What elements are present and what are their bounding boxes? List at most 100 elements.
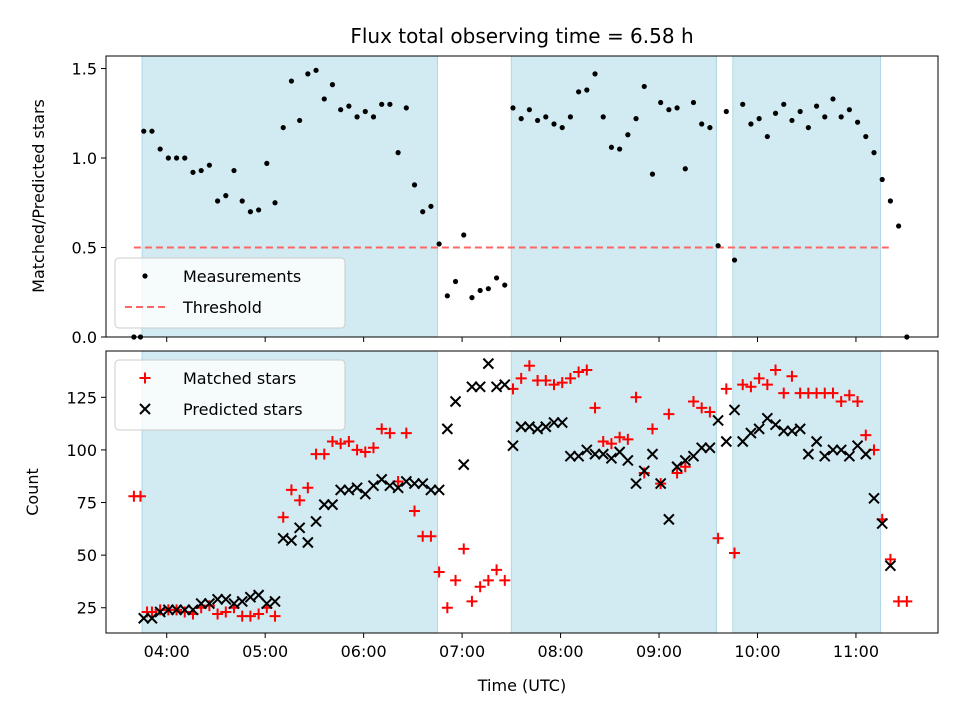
- matched-star-point: [367, 442, 379, 454]
- measurement-point: [264, 160, 270, 166]
- matched-star-point: [482, 574, 494, 586]
- measurement-point: [190, 169, 196, 175]
- matched-star-point: [597, 435, 609, 447]
- predicted-star-point: [384, 479, 396, 492]
- predicted-star-point: [146, 612, 158, 624]
- measurement-point: [723, 108, 729, 115]
- predicted-star-point: [441, 423, 454, 435]
- measurement-point: [403, 105, 409, 111]
- matched-star-point: [860, 429, 872, 441]
- predicted-star-point: [704, 442, 716, 454]
- matched-star-point: [244, 610, 256, 622]
- predicted-star-point: [638, 465, 650, 477]
- measurement-point: [485, 286, 491, 292]
- y-tick-label: 1.5: [72, 60, 97, 79]
- predicted-star-point: [884, 559, 897, 572]
- measurement-point: [674, 105, 680, 111]
- predicted-star-point: [302, 536, 314, 549]
- measurement-point: [715, 243, 721, 249]
- matched-star-point: [745, 381, 757, 393]
- measurement-point: [141, 128, 147, 134]
- measurement-point: [452, 278, 459, 285]
- measurement-point: [165, 155, 171, 161]
- predicted-star-point: [458, 458, 470, 471]
- measurement-point: [682, 166, 688, 172]
- measurement-point: [247, 209, 254, 215]
- predicted-star-point: [778, 425, 790, 437]
- matched-star-point: [220, 606, 232, 618]
- predicted-star-point: [449, 395, 462, 408]
- predicted-star-point: [285, 534, 298, 547]
- predicted-star-point: [786, 425, 798, 437]
- matched-star-point: [540, 374, 552, 386]
- measurement-point: [772, 110, 779, 116]
- matched-star-point: [581, 364, 593, 376]
- matched-star-point: [491, 564, 503, 576]
- measurement-point: [584, 87, 590, 93]
- predicted-star-point: [154, 606, 166, 618]
- predicted-star-point: [343, 484, 355, 496]
- measurement-point: [313, 67, 319, 73]
- matched-star-point: [450, 574, 462, 586]
- count-panel-frame: [105, 350, 939, 634]
- measurement-point: [731, 257, 738, 263]
- measurement-point: [879, 176, 885, 183]
- predicted-star-point: [597, 448, 609, 460]
- matched-star-point: [499, 574, 511, 586]
- predicted-star-point: [572, 450, 585, 462]
- predicted-star-point: [425, 484, 437, 496]
- matched-star-point: [269, 610, 281, 622]
- predicted-star-point: [138, 612, 150, 624]
- measurement-point: [387, 101, 393, 107]
- predicted-star-point: [819, 450, 831, 462]
- legend-label: Threshold: [182, 298, 262, 317]
- measurement-point: [272, 200, 278, 206]
- matched-star-point: [843, 389, 855, 401]
- matched-star-point: [663, 408, 675, 420]
- matched-star-point: [515, 372, 527, 384]
- measurement-point: [781, 101, 787, 107]
- measurement-point: [748, 121, 754, 127]
- predicted-star-point: [728, 404, 741, 416]
- x-axis-label: Time (UTC): [477, 676, 566, 695]
- measurement-point: [625, 132, 631, 138]
- ratio-panel-frame: [105, 55, 939, 338]
- x-tick-label: 08:00: [538, 642, 584, 661]
- legend-label: Measurements: [183, 267, 301, 286]
- matched-star-point: [696, 402, 708, 414]
- x-tick-label: 04:00: [144, 642, 190, 661]
- measurement-point: [346, 103, 352, 109]
- predicted-star-point: [351, 482, 363, 494]
- measurement-point: [436, 241, 442, 247]
- predicted-star-point: [490, 381, 503, 393]
- measurement-point: [338, 107, 344, 113]
- measurement-point: [288, 78, 295, 84]
- predicted-star-point: [220, 593, 232, 606]
- count-y-ticks: 25 50 75 100 125: [66, 388, 106, 618]
- matched-star-point: [548, 379, 560, 391]
- chart-title: Flux total observing time = 6.58 h: [350, 24, 693, 48]
- predicted-star-point: [326, 498, 339, 511]
- predicted-star-point: [392, 482, 404, 494]
- measurement-point: [173, 155, 180, 161]
- measurement-point: [567, 114, 574, 120]
- predicted-star-point: [605, 452, 618, 465]
- predicted-star-point: [761, 412, 774, 425]
- predicted-star-point: [162, 604, 175, 616]
- matched-star-point: [884, 553, 896, 565]
- predicted-star-point: [310, 515, 322, 528]
- measurement-point: [592, 71, 598, 77]
- matched-star-point: [671, 467, 683, 479]
- measurement-point: [576, 89, 582, 95]
- predicted-star-point: [712, 414, 724, 427]
- predicted-star-point: [523, 421, 536, 433]
- x-tick-label: 09:00: [636, 642, 682, 661]
- predicted-star-point: [589, 448, 601, 460]
- count-points: [128, 357, 913, 624]
- matched-star-point: [146, 606, 158, 618]
- matched-star-point: [770, 364, 782, 376]
- predicted-star-point: [868, 492, 880, 505]
- measurement-point: [305, 71, 311, 77]
- measurement-point: [846, 107, 852, 113]
